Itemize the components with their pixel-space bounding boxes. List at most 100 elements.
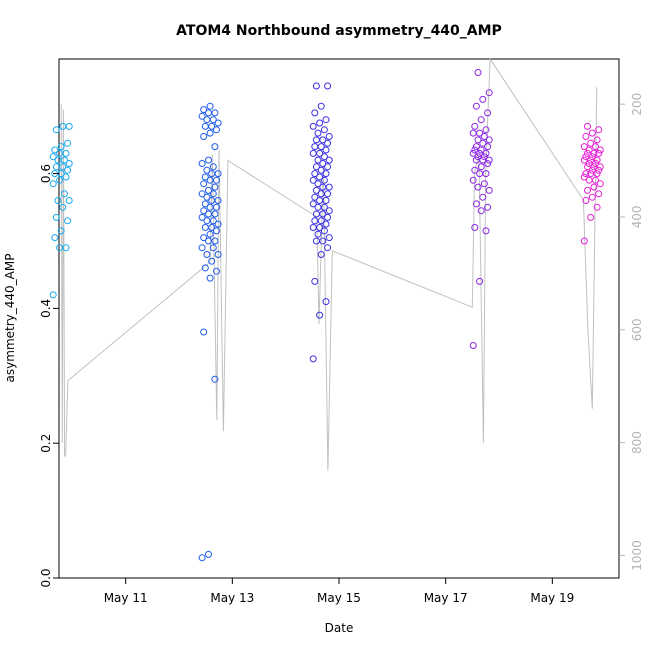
data-point xyxy=(213,203,220,211)
data-point xyxy=(585,146,593,154)
data-point xyxy=(62,173,70,181)
data-point xyxy=(320,203,328,211)
y2-tick-label: 1000 xyxy=(630,540,644,571)
data-point xyxy=(588,153,596,161)
data-point xyxy=(593,203,601,211)
data-point xyxy=(592,143,599,151)
data-point xyxy=(209,163,217,171)
data-point xyxy=(474,69,482,76)
data-point xyxy=(311,170,319,178)
data-point xyxy=(213,126,220,134)
data-point xyxy=(198,244,206,252)
data-point xyxy=(309,122,317,130)
data-point xyxy=(471,122,479,130)
data-point xyxy=(52,126,60,134)
data-point xyxy=(205,156,212,164)
data-point xyxy=(213,227,220,235)
data-point xyxy=(311,277,319,285)
data-point xyxy=(317,102,325,110)
data-point xyxy=(214,119,222,127)
data-point xyxy=(580,237,588,245)
data-point xyxy=(480,133,488,140)
data-point xyxy=(590,149,598,157)
data-point xyxy=(322,197,330,204)
data-point xyxy=(211,237,219,245)
data-point xyxy=(57,227,65,235)
data-point xyxy=(200,328,208,336)
data-point xyxy=(485,186,493,194)
data-point xyxy=(485,89,493,97)
data-point xyxy=(201,122,209,130)
data-point xyxy=(322,298,330,306)
data-point xyxy=(472,200,480,208)
data-point xyxy=(325,156,333,164)
data-point xyxy=(203,251,211,258)
data-point xyxy=(211,109,219,117)
data-point xyxy=(319,210,327,218)
y2-tick-label: 200 xyxy=(630,93,644,116)
data-point xyxy=(214,251,222,258)
data-point xyxy=(309,149,317,157)
data-point xyxy=(485,136,493,144)
data-point xyxy=(49,291,57,299)
data-point xyxy=(314,180,322,188)
x-tick-label: May 19 xyxy=(530,591,574,605)
x-tick-label: May 15 xyxy=(317,591,361,605)
data-point xyxy=(209,116,217,124)
data-point xyxy=(476,277,484,285)
data-point xyxy=(482,149,490,157)
y-tick-label: 0.6 xyxy=(39,164,53,183)
chart-title: ATOM4 Northbound asymmetry_440_AMP xyxy=(176,23,502,39)
data-point xyxy=(64,139,72,147)
data-point xyxy=(595,190,603,198)
data-point xyxy=(51,146,59,154)
data-point xyxy=(484,203,492,211)
data-point xyxy=(593,156,601,164)
data-point xyxy=(62,244,70,252)
data-point xyxy=(596,163,604,171)
data-point xyxy=(471,166,479,174)
data-point xyxy=(211,183,219,191)
data-point xyxy=(474,183,482,191)
data-point xyxy=(324,139,332,147)
data-point xyxy=(324,190,332,198)
data-point xyxy=(198,213,206,221)
data-point xyxy=(582,197,590,204)
data-point xyxy=(474,136,482,144)
data-point xyxy=(211,210,219,218)
data-point xyxy=(477,116,485,124)
data-point xyxy=(60,156,68,164)
data-point xyxy=(205,550,212,558)
data-point xyxy=(314,129,322,137)
data-point xyxy=(65,122,73,130)
data-point xyxy=(312,186,320,194)
y-tick-label: 0.0 xyxy=(39,568,53,587)
data-point xyxy=(314,156,322,164)
data-point xyxy=(322,170,330,178)
data-point xyxy=(480,180,488,188)
data-point xyxy=(479,193,487,201)
points-layer xyxy=(49,69,604,562)
data-point xyxy=(209,244,217,252)
data-point xyxy=(49,180,57,188)
data-point xyxy=(596,180,604,188)
data-point xyxy=(319,136,327,144)
data-point xyxy=(64,217,72,225)
data-point xyxy=(324,163,332,171)
data-point xyxy=(59,163,67,171)
data-point xyxy=(596,146,604,154)
data-point xyxy=(198,554,206,562)
data-point xyxy=(584,122,591,130)
data-point xyxy=(57,143,65,151)
x-axis-label: Date xyxy=(325,621,354,635)
data-point xyxy=(595,126,603,134)
data-point xyxy=(309,176,317,184)
data-point xyxy=(201,224,209,231)
data-point xyxy=(213,267,220,275)
data-point xyxy=(208,257,216,265)
y-axis-label: asymmetry_440_AMP xyxy=(3,254,17,383)
axes-layer: 0.0 0.2 0.4 0.6 200 400 600 800 1000 May 11 May 13… xyxy=(39,93,644,605)
data-point xyxy=(201,200,209,208)
data-point xyxy=(62,149,70,157)
data-point xyxy=(477,207,485,215)
